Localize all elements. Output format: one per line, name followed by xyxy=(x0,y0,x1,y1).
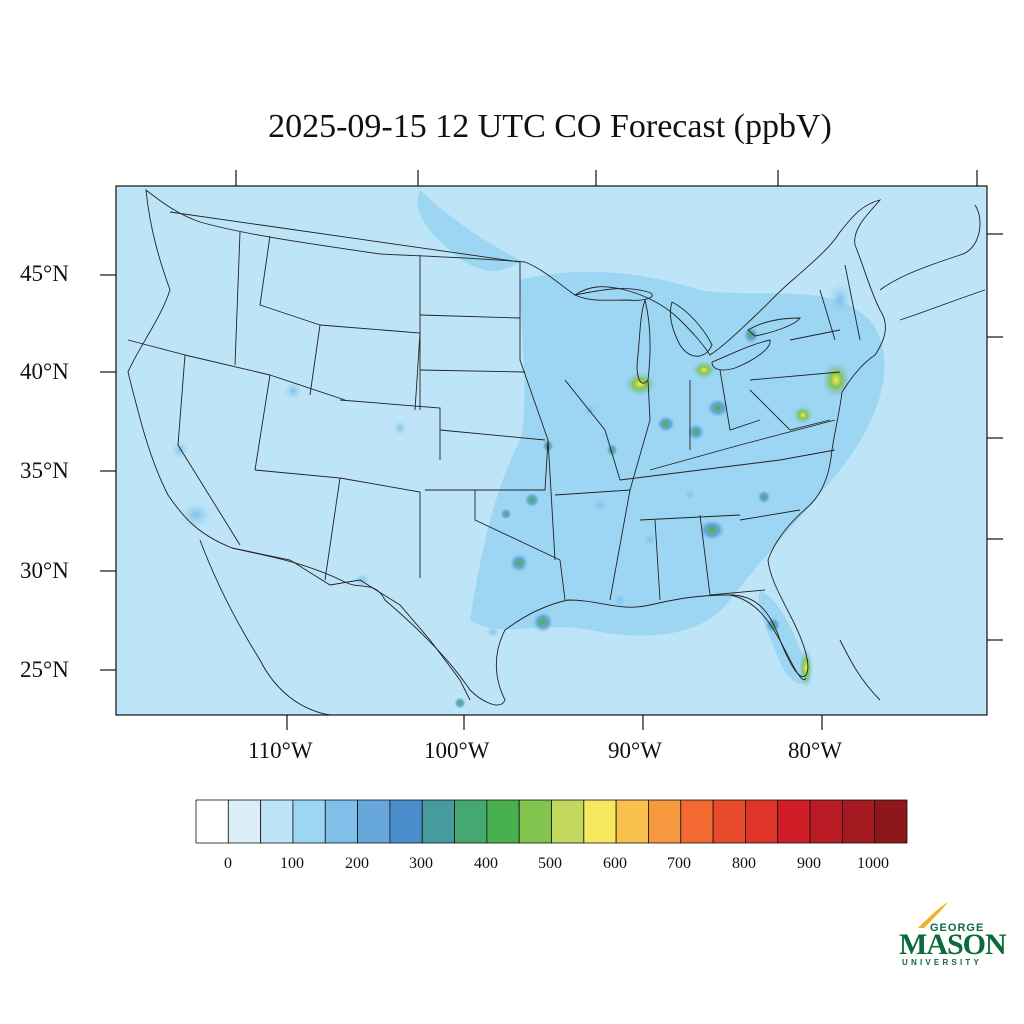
colorbar-swatch xyxy=(583,799,617,844)
colorbar-swatch xyxy=(874,799,908,844)
lat-label-30: 30°N xyxy=(20,558,69,583)
lat-label-25: 25°N xyxy=(20,657,69,682)
colorbar-label-1000: 1000 xyxy=(857,855,889,872)
colorbar-swatch xyxy=(227,799,262,844)
colorbar-swatch xyxy=(486,799,520,844)
colorbar-swatch xyxy=(809,799,843,844)
colorbar-swatch xyxy=(680,799,714,844)
colorbar-swatch xyxy=(841,799,876,844)
lon-label-110w: 110°W xyxy=(248,738,313,763)
colorbar xyxy=(195,799,908,844)
gmu-logo-swoosh-icon xyxy=(918,902,948,928)
logo-mason: MASON xyxy=(899,928,1007,961)
colorbar-swatch xyxy=(712,799,746,844)
colorbar-swatch xyxy=(777,799,811,844)
colorbar-swatch xyxy=(260,799,294,844)
colorbar-swatch xyxy=(454,799,488,844)
map-title: 2025-09-15 12 UTC CO Forecast (ppbV) xyxy=(268,108,832,145)
colorbar-swatch xyxy=(195,799,229,844)
colorbar-swatch xyxy=(421,799,455,844)
colorbar-swatch xyxy=(292,799,326,844)
tick-marks xyxy=(100,170,1003,730)
colorbar-swatch xyxy=(357,799,391,844)
colorbar-label-200: 200 xyxy=(345,855,369,872)
lon-label-80w: 80°W xyxy=(788,738,842,763)
colorbar-label-400: 400 xyxy=(474,855,498,872)
colorbar-label-0: 0 xyxy=(224,855,232,872)
lat-label-45: 45°N xyxy=(20,261,69,286)
colorbar-swatch xyxy=(389,799,423,844)
colorbar-swatch xyxy=(518,799,552,844)
lat-label-40: 40°N xyxy=(20,359,69,384)
lon-label-90w: 90°W xyxy=(608,738,662,763)
colorbar-swatch xyxy=(551,799,585,844)
logo-george: GEORGE xyxy=(930,922,985,934)
colorbar-label-100: 100 xyxy=(280,855,304,872)
colorbar-label-800: 800 xyxy=(732,855,756,872)
lon-label-100w: 100°W xyxy=(424,738,490,763)
map-frame xyxy=(115,185,988,716)
concentration-field xyxy=(172,190,885,709)
colorbar-label-600: 600 xyxy=(603,855,627,872)
colorbar-swatch xyxy=(324,799,358,844)
colorbar-label-300: 300 xyxy=(409,855,433,872)
boundaries xyxy=(127,188,986,715)
colorbar-label-500: 500 xyxy=(538,855,562,872)
colorbar-swatch xyxy=(615,799,649,844)
logo-university: UNIVERSITY xyxy=(902,958,983,967)
colorbar-label-900: 900 xyxy=(797,855,821,872)
colorbar-swatch xyxy=(648,799,682,844)
colorbar-label-700: 700 xyxy=(667,855,691,872)
colorbar-swatch xyxy=(745,799,779,844)
lat-label-35: 35°N xyxy=(20,458,69,483)
